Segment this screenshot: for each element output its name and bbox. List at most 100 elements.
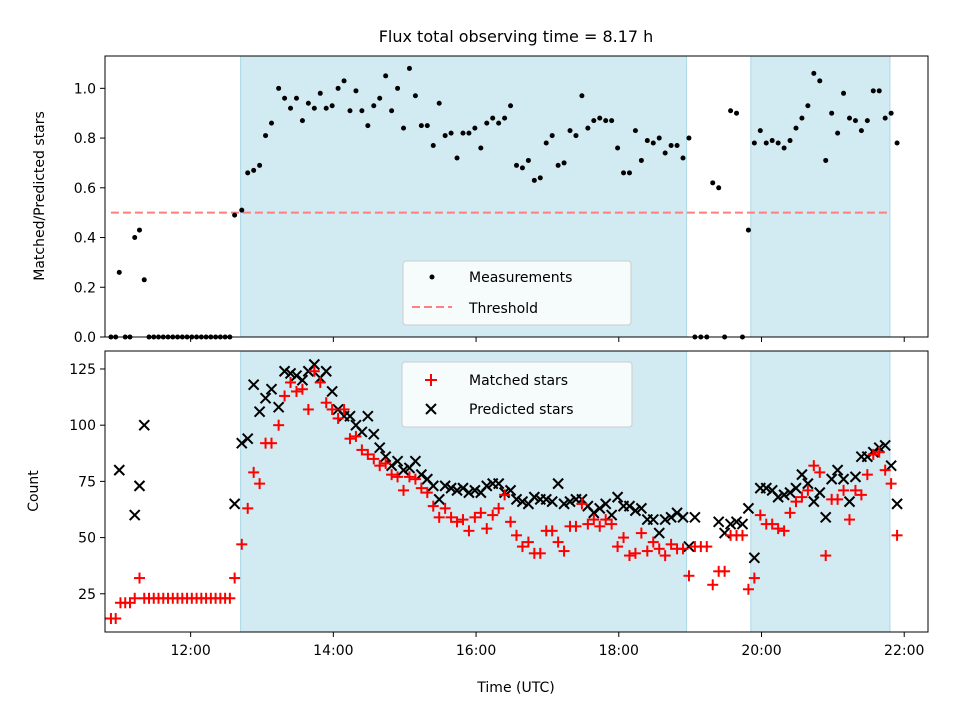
measurement-point [841,90,847,96]
matched-star-point [606,518,618,530]
measurement-point [514,162,519,168]
predicted-star-point [469,484,481,497]
y-tick-label: 0.2 [74,280,96,296]
matched-star-point [641,545,653,557]
matched-star-point [481,523,493,535]
predicted-star-point [647,513,659,526]
measurement-point [656,135,662,141]
matched-star-point [314,376,326,388]
predicted-star-point [379,450,392,463]
measurement-point [116,269,122,275]
measurement-point [257,162,263,168]
matched-star-point [766,518,778,530]
observing-window-2 [750,55,891,338]
measurement-point [632,128,638,134]
measurement-point [395,85,401,91]
matched-star-point [290,385,302,397]
matched-star-point [748,572,760,584]
measurement-point [894,140,900,146]
matched-star-point [285,376,297,388]
bottom-plot-frame [104,350,929,633]
matched-star-point [326,403,338,415]
bottom-legend-box [401,361,633,428]
measurement-point [460,130,466,136]
matched-star-point [742,583,754,595]
matched-star-point [505,516,517,528]
measurement-point [728,108,734,114]
matched-star-point [469,511,481,523]
matched-star-point [570,520,582,532]
measurement-point [323,105,329,111]
matched-star-point [421,487,433,499]
measurement-point [829,110,835,116]
measurement-point [674,143,680,149]
measurement-point [680,155,686,161]
matched-star-point [665,538,677,550]
predicted-star-point [242,432,254,445]
matched-star-point [427,500,439,512]
predicted-star-point [133,480,146,492]
measurement-point [383,73,389,79]
measurement-point [282,95,288,101]
measurement-point [882,115,888,121]
measurement-point [293,95,299,101]
matched-star-point [279,390,291,402]
measurement-point [484,120,490,126]
measurement-point [852,118,858,124]
predicted-star-point [772,491,784,503]
matched-star-point [849,484,861,496]
y-tick-label: 0.0 [74,330,96,346]
predicted-star-point [308,358,321,371]
predicted-star-point [278,365,291,377]
predicted-star-point [629,504,642,517]
bottom-legend: Matched stars Predicted stars [401,361,633,428]
matched-star-point [683,570,695,582]
matched-star-point [273,419,285,431]
matched-star-point [790,496,802,508]
matched-star-point [885,478,897,490]
measurement-point [365,123,371,129]
matched-star-point [499,489,511,501]
matched-star-point [338,403,350,415]
predicted-star-point [362,410,374,422]
measurement-point [745,227,751,233]
matched-star-point [855,489,867,501]
matched-star-point [224,592,236,604]
matched-star-point [248,466,260,478]
predicted-star-point [736,518,749,530]
measurement-point [585,125,591,131]
measurement-point [502,115,508,121]
matched-star-point [350,430,362,442]
matched-star-point [719,565,731,577]
y-tick-label: 1.0 [74,81,96,97]
bottom-x-axis: 12:00 14:00 16:00 18:00 20:00 22:00 [170,632,924,659]
measurement-point [412,93,418,99]
y-tick-label: 125 [69,362,96,378]
measurement-point [763,140,769,146]
predicted-star-point [236,437,248,449]
predicted-star-point [391,455,404,467]
matched-star-point [534,547,546,559]
measurement-point [787,138,793,144]
measurement-point [686,135,692,141]
measurement-point [490,115,496,121]
matched-star-point [701,541,713,553]
matched-star-point [635,527,647,539]
predicted-star-point [683,540,695,553]
predicted-star-point [802,477,814,490]
predicted-star-point [492,477,505,490]
measurement-point [371,103,377,109]
measurement-point [668,143,674,149]
matched-star-point [516,541,528,553]
matched-star-point [784,507,796,519]
legend-predicted-marker [425,403,437,415]
measurement-point [597,115,603,121]
matched-star-point [808,460,820,472]
measurement-point [555,162,561,168]
matched-star-point [820,550,832,562]
matched-star-point [403,471,415,483]
measurement-point [734,110,740,116]
matched-star-point [867,448,879,460]
measurement-point [603,118,609,124]
measurement-point [757,128,763,134]
